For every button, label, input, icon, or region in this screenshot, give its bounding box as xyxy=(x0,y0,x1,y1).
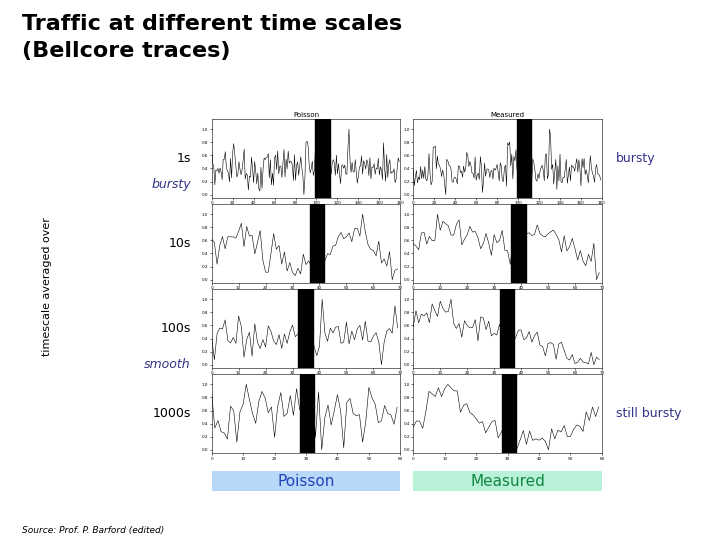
Text: (Bellcore traces): (Bellcore traces) xyxy=(22,40,230,60)
Bar xyxy=(500,289,514,368)
Text: Poisson: Poisson xyxy=(277,474,335,489)
Text: bursty: bursty xyxy=(151,178,191,191)
Text: still bursty: still bursty xyxy=(616,407,681,420)
Text: timescale averaged over: timescale averaged over xyxy=(42,217,52,356)
Text: 1000s: 1000s xyxy=(153,407,191,420)
Text: 1s: 1s xyxy=(176,152,191,165)
Text: bursty: bursty xyxy=(616,152,655,165)
Bar xyxy=(502,375,516,453)
Text: Measured: Measured xyxy=(470,474,545,489)
Bar xyxy=(511,204,526,283)
Text: Source: Prof. P. Barford (edited): Source: Prof. P. Barford (edited) xyxy=(22,525,164,535)
Text: Traffic at different time scales: Traffic at different time scales xyxy=(22,14,402,33)
Bar xyxy=(310,204,324,283)
Bar xyxy=(315,119,330,198)
Bar xyxy=(300,375,315,453)
Title: Poisson: Poisson xyxy=(293,112,319,118)
Title: Measured: Measured xyxy=(490,112,525,118)
Text: 10s: 10s xyxy=(168,237,191,250)
Text: smooth: smooth xyxy=(144,358,191,372)
Bar xyxy=(299,289,312,368)
Bar xyxy=(517,119,531,198)
Text: 100s: 100s xyxy=(161,322,191,335)
